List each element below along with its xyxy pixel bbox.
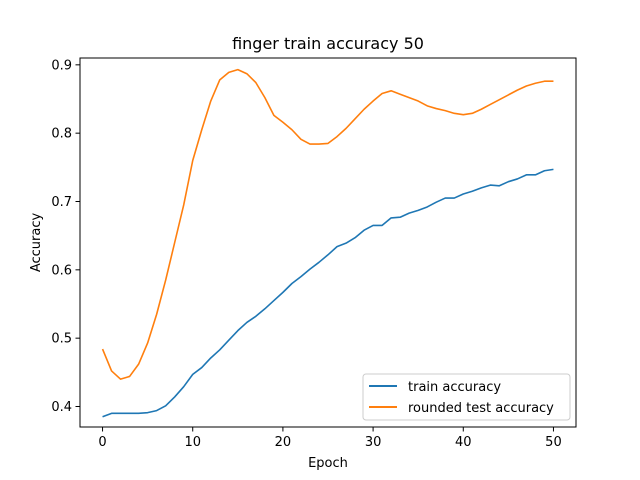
y-axis-label: Accuracy	[29, 213, 44, 273]
chart-title: finger train accuracy 50	[232, 34, 424, 53]
series-line-train-accuracy	[102, 168, 554, 418]
plot-area-frame	[79, 57, 577, 428]
x-axis-label: Epoch	[308, 456, 348, 471]
x-tick-label: 40	[455, 435, 472, 450]
x-tick-label: 20	[275, 435, 292, 450]
y-tick-label: 0.8	[51, 127, 72, 142]
y-tick-label: 0.9	[51, 58, 72, 73]
y-tick-label: 0.4	[51, 400, 72, 415]
legend-label-train-accuracy: train accuracy	[408, 380, 501, 395]
legend-label-rounded-test-accuracy: rounded test accuracy	[408, 401, 554, 416]
series-line-rounded-test-accuracy	[101, 68, 554, 380]
y-tick-label: 0.5	[51, 332, 72, 347]
series-lines	[101, 68, 554, 418]
x-tick-label: 30	[365, 435, 382, 450]
y-axis-ticks: 0.4 0.5 0.6 0.7 0.8 0.9	[51, 58, 80, 415]
y-tick-label: 0.6	[51, 263, 72, 278]
y-tick-label: 0.7	[51, 195, 72, 210]
x-tick-label: 50	[545, 435, 562, 450]
legend-box	[362, 373, 571, 421]
legend: train accuracy rounded test accuracy	[362, 373, 571, 421]
x-tick-label: 10	[184, 435, 201, 450]
x-tick-label: 0	[98, 435, 106, 450]
x-axis-ticks: 0 10 20 30 40 50	[98, 427, 562, 450]
